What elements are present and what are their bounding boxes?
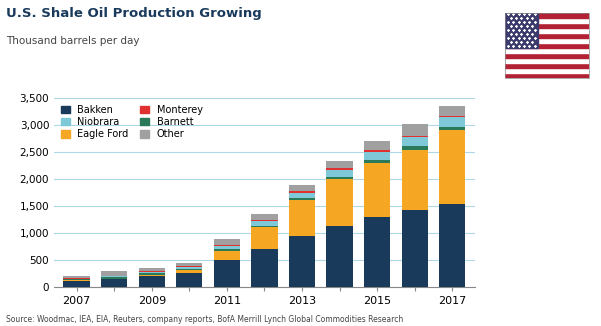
Bar	[289, 185, 315, 191]
Text: U.S. Shale Oil Production Growing: U.S. Shale Oil Production Growing	[6, 7, 262, 20]
Bar	[364, 160, 390, 163]
Bar	[326, 177, 353, 179]
Bar	[101, 279, 127, 287]
Bar	[139, 275, 165, 276]
Bar	[439, 130, 465, 204]
Bar	[101, 277, 127, 278]
Bar	[505, 13, 538, 48]
Bar	[214, 251, 240, 260]
Bar	[289, 236, 315, 287]
Bar	[214, 245, 240, 246]
Bar	[326, 179, 353, 226]
Bar	[326, 226, 353, 287]
Bar	[505, 18, 589, 23]
Bar	[505, 58, 589, 63]
Bar	[401, 146, 428, 150]
Bar	[251, 226, 278, 228]
Bar	[439, 116, 465, 117]
Bar	[439, 106, 465, 116]
Bar	[139, 274, 165, 275]
Bar	[139, 272, 165, 274]
Bar	[251, 221, 278, 226]
Bar	[176, 273, 203, 287]
Bar	[505, 73, 589, 78]
Text: Thousand barrels per day: Thousand barrels per day	[6, 36, 139, 46]
Bar	[505, 23, 589, 28]
Bar	[101, 276, 127, 277]
Text: Source: Woodmac, IEA, EIA, Reuters, company reports, BofA Merrill Lynch Global C: Source: Woodmac, IEA, EIA, Reuters, comp…	[6, 315, 403, 324]
Bar	[139, 276, 165, 287]
Bar	[214, 249, 240, 251]
Bar	[176, 270, 203, 273]
Bar	[401, 150, 428, 210]
Bar	[101, 275, 127, 276]
Bar	[326, 168, 353, 170]
Bar	[401, 210, 428, 287]
Bar	[289, 191, 315, 193]
Bar	[439, 204, 465, 287]
Bar	[505, 38, 589, 43]
Bar	[326, 161, 353, 168]
Bar	[64, 281, 90, 287]
Bar	[251, 214, 278, 220]
Bar	[251, 248, 278, 287]
Bar	[326, 170, 353, 177]
Bar	[251, 220, 278, 221]
Bar	[364, 152, 390, 160]
Bar	[176, 269, 203, 270]
Bar	[505, 68, 589, 73]
Bar	[505, 43, 589, 48]
Bar	[505, 48, 589, 53]
Bar	[101, 278, 127, 279]
Bar	[64, 275, 90, 278]
Bar	[289, 193, 315, 198]
Bar	[64, 278, 90, 279]
Bar	[364, 150, 390, 152]
Bar	[101, 271, 127, 275]
Bar	[64, 279, 90, 280]
Bar	[505, 13, 589, 18]
Bar	[176, 266, 203, 267]
Bar	[364, 163, 390, 217]
Bar	[364, 141, 390, 150]
Bar	[214, 260, 240, 287]
Bar	[176, 262, 203, 266]
Bar	[176, 267, 203, 269]
Bar	[505, 33, 589, 38]
Bar	[214, 239, 240, 245]
Bar	[505, 28, 589, 33]
Bar	[439, 117, 465, 127]
Bar	[139, 268, 165, 271]
Bar	[439, 127, 465, 130]
Bar	[505, 53, 589, 58]
Legend: Bakken, Niobrara, Eagle Ford, Monterey, Barnett, Other: Bakken, Niobrara, Eagle Ford, Monterey, …	[59, 103, 205, 141]
Bar	[214, 246, 240, 249]
Bar	[289, 198, 315, 200]
Bar	[401, 137, 428, 146]
Bar	[401, 124, 428, 136]
Bar	[401, 136, 428, 137]
Bar	[364, 217, 390, 287]
Bar	[505, 63, 589, 68]
Bar	[289, 200, 315, 236]
Bar	[251, 228, 278, 248]
Bar	[139, 271, 165, 272]
